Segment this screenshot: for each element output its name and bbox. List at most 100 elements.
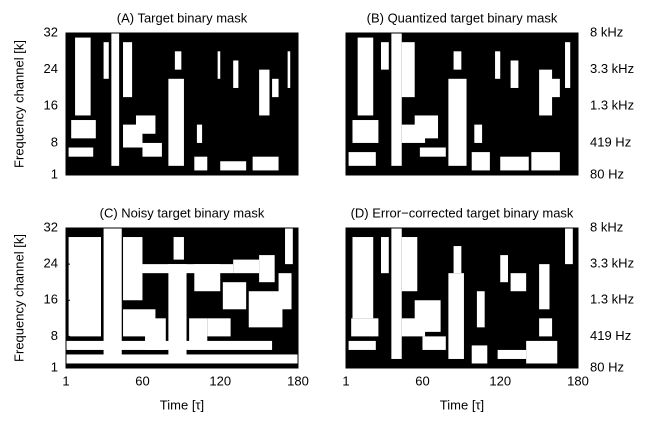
mask-cell	[111, 33, 120, 166]
mask-cell	[448, 78, 467, 166]
mask-cell	[142, 142, 162, 157]
mask-cell	[471, 152, 490, 171]
mask-cell	[287, 51, 291, 88]
mask-cell	[68, 147, 94, 157]
mask-cell	[422, 336, 446, 350]
mask-cell	[217, 51, 221, 79]
mask-cell	[391, 33, 402, 166]
mask-cell	[233, 60, 239, 88]
plot-frame	[345, 32, 579, 176]
mask-cell	[351, 318, 379, 337]
mask-cell	[401, 42, 415, 98]
mask-cell	[539, 264, 550, 310]
mask-cell	[248, 291, 283, 328]
mask-cell	[103, 42, 109, 79]
mask-cell	[391, 228, 402, 359]
x-axis-label: Time [τ]	[440, 397, 484, 412]
panel-title: (B) Quantized target binary mask	[367, 10, 558, 25]
mask-cell	[75, 37, 91, 116]
mask-cell	[123, 237, 143, 301]
x-tick-label: 60	[135, 373, 149, 388]
mask-cell	[357, 37, 374, 116]
y2-tick-label: 1.3 kHz	[590, 98, 634, 113]
x-axis-label: Time [τ]	[160, 397, 204, 412]
x-tick-label: 180	[287, 373, 309, 388]
y-tick-label: 32	[44, 219, 58, 234]
mask-cell	[348, 152, 376, 166]
mask-cell	[500, 156, 529, 171]
mask-cell	[189, 318, 208, 346]
y2-tick-label: 8 kHz	[590, 24, 623, 39]
y-tick-label: 8	[51, 328, 58, 343]
mask-cell	[414, 300, 441, 332]
y-axis-label: Frequency channel [k]	[11, 40, 26, 168]
mask-cell	[259, 69, 270, 116]
mask-cell	[510, 60, 519, 88]
mask-cell	[352, 237, 374, 319]
y2-tick-label: 3.3 kHz	[590, 61, 634, 76]
y-tick-label: 24	[44, 61, 58, 76]
mask-cell	[380, 42, 389, 70]
mask-cell	[497, 349, 527, 359]
mask-cell	[142, 264, 234, 274]
plot-frame	[345, 227, 579, 369]
mask-cell	[510, 273, 527, 292]
mask-cell	[71, 120, 96, 139]
plot-frame	[65, 227, 299, 369]
mask-cell	[207, 318, 231, 337]
y2-tick-label: 80 Hz	[590, 166, 624, 181]
y-tick-label: 1	[51, 359, 58, 374]
y-tick-label: 8	[51, 134, 58, 149]
mask-cell	[103, 228, 122, 359]
mask-cell	[278, 273, 292, 310]
y2-tick-label: 419 Hz	[590, 134, 631, 149]
mask-cell	[448, 273, 464, 359]
mask-cell	[135, 115, 156, 134]
y2-tick-label: 8 kHz	[590, 219, 623, 234]
mask-cell	[471, 345, 488, 364]
mask-cell	[168, 264, 187, 359]
mask-cell	[259, 255, 275, 283]
mask-cell	[252, 156, 279, 171]
mask-cell	[194, 156, 208, 171]
mask-cell	[414, 115, 439, 139]
mask-cell	[145, 318, 166, 350]
panel-title: (C) Noisy target binary mask	[100, 205, 265, 220]
mask-cell	[174, 51, 182, 70]
mask-cell	[77, 264, 96, 274]
y-tick-label: 16	[44, 98, 58, 113]
mask-cell	[531, 152, 560, 171]
panel-title: (D) Error−corrected target binary mask	[351, 205, 574, 220]
plot-frame	[65, 32, 299, 176]
y2-tick-label: 1.3 kHz	[590, 292, 634, 307]
x-tick-label: 120	[489, 373, 511, 388]
mask-cell	[419, 147, 446, 157]
y2-tick-label: 80 Hz	[590, 359, 624, 374]
y-tick-label: 1	[51, 166, 58, 181]
y-tick-label: 16	[44, 292, 58, 307]
mask-cell	[539, 318, 553, 337]
mask-cell	[222, 282, 247, 310]
mask-cell	[495, 51, 501, 79]
mask-cell	[196, 124, 203, 143]
mask-cell	[500, 255, 509, 283]
y-tick-label: 24	[44, 256, 58, 271]
x-tick-label: 1	[62, 373, 69, 388]
mask-cell	[526, 340, 558, 364]
mask-cell	[453, 246, 462, 274]
mask-cell	[474, 124, 483, 143]
mask-cell	[348, 340, 376, 350]
mask-cell	[352, 120, 379, 143]
mask-cell	[565, 42, 571, 88]
mask-cell	[380, 237, 389, 274]
y2-tick-label: 419 Hz	[590, 328, 631, 343]
mask-cell	[123, 42, 133, 98]
y-axis-label: Frequency channel [k]	[11, 234, 26, 362]
y-tick-label: 32	[44, 24, 58, 39]
mask-cell	[476, 291, 485, 328]
y2-tick-label: 3.3 kHz	[590, 256, 634, 271]
mask-cell	[168, 78, 184, 166]
mask-cell	[173, 237, 184, 260]
mask-cell	[401, 237, 418, 292]
